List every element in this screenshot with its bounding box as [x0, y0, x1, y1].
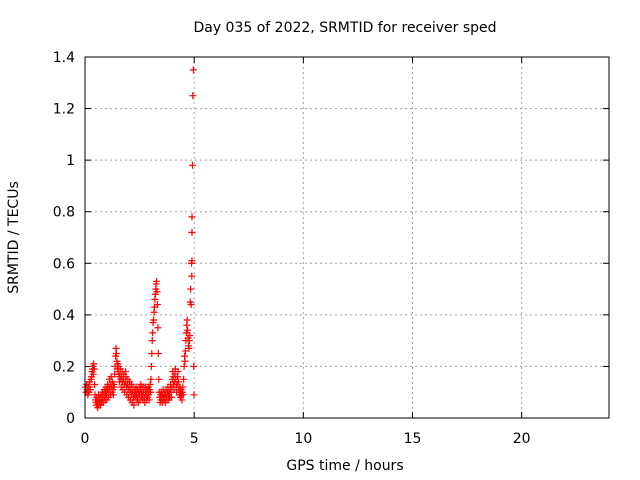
- data-point: [181, 357, 189, 365]
- data-point: [187, 301, 195, 309]
- x-tick-label: 20: [513, 431, 531, 447]
- data-point: [147, 362, 155, 370]
- data-point: [180, 362, 188, 370]
- data-point: [150, 316, 158, 324]
- y-tick-label: 0: [66, 411, 75, 427]
- x-axis: 0 5 10 15 20: [81, 57, 531, 447]
- data-point: [147, 375, 155, 383]
- data-point: [189, 66, 197, 74]
- data-point: [153, 288, 161, 296]
- data-point: [146, 380, 154, 388]
- data-point: [188, 213, 196, 221]
- x-tick-label: 15: [404, 431, 422, 447]
- x-tick-label: 5: [190, 431, 199, 447]
- data-point: [190, 362, 198, 370]
- data-point: [147, 388, 154, 396]
- y-tick-label: 1.2: [53, 102, 75, 118]
- data-point: [174, 368, 182, 376]
- y-tick-label: 0.6: [53, 256, 75, 272]
- data-point: [185, 344, 193, 352]
- chart-title: Day 035 of 2022, SRMTID for receiver spe…: [193, 20, 496, 36]
- data-point: [149, 329, 157, 337]
- data-point: [148, 337, 156, 345]
- data-point: [188, 257, 196, 265]
- data-point: [179, 383, 187, 391]
- data-point: [89, 370, 97, 378]
- plot-frame: [84, 56, 610, 419]
- y-axis-title: SRMTID / TECUs: [6, 181, 22, 294]
- y-tick-label: 0.2: [53, 359, 75, 375]
- data-point: [178, 396, 186, 404]
- data-series: [81, 66, 198, 412]
- data-point: [167, 393, 175, 401]
- data-point: [187, 285, 195, 293]
- data-point: [153, 277, 161, 285]
- data-point: [189, 92, 197, 100]
- data-point: [183, 316, 191, 324]
- data-point: [86, 386, 94, 394]
- grid: [85, 57, 609, 418]
- y-axis: 0 0.2 0.4 0.6 0.8 1 1.2 1.4: [53, 50, 609, 427]
- y-tick-label: 0.8: [53, 205, 75, 221]
- data-point: [153, 301, 161, 309]
- data-point: [91, 380, 99, 388]
- data-point: [155, 375, 163, 383]
- x-axis-title: GPS time / hours: [286, 458, 403, 474]
- y-tick-label: 0.4: [53, 308, 75, 324]
- data-point: [188, 161, 196, 169]
- x-tick-label: 10: [294, 431, 312, 447]
- y-tick-label: 1: [66, 153, 75, 169]
- data-point: [90, 365, 98, 373]
- data-point: [174, 378, 182, 386]
- data-point: [154, 324, 162, 332]
- data-point: [179, 391, 187, 399]
- data-point: [110, 383, 118, 391]
- data-point: [188, 228, 196, 236]
- data-point: [130, 401, 138, 409]
- data-point: [145, 396, 153, 404]
- data-point: [190, 391, 198, 399]
- data-point: [188, 272, 196, 280]
- data-point: [154, 350, 162, 358]
- data-point: [180, 375, 188, 383]
- data-point: [112, 350, 120, 358]
- data-point: [109, 391, 117, 399]
- x-tick-label: 0: [81, 431, 90, 447]
- y-tick-label: 1.4: [53, 50, 75, 66]
- data-point: [184, 326, 192, 334]
- data-point: [186, 331, 194, 339]
- data-point: [148, 350, 156, 358]
